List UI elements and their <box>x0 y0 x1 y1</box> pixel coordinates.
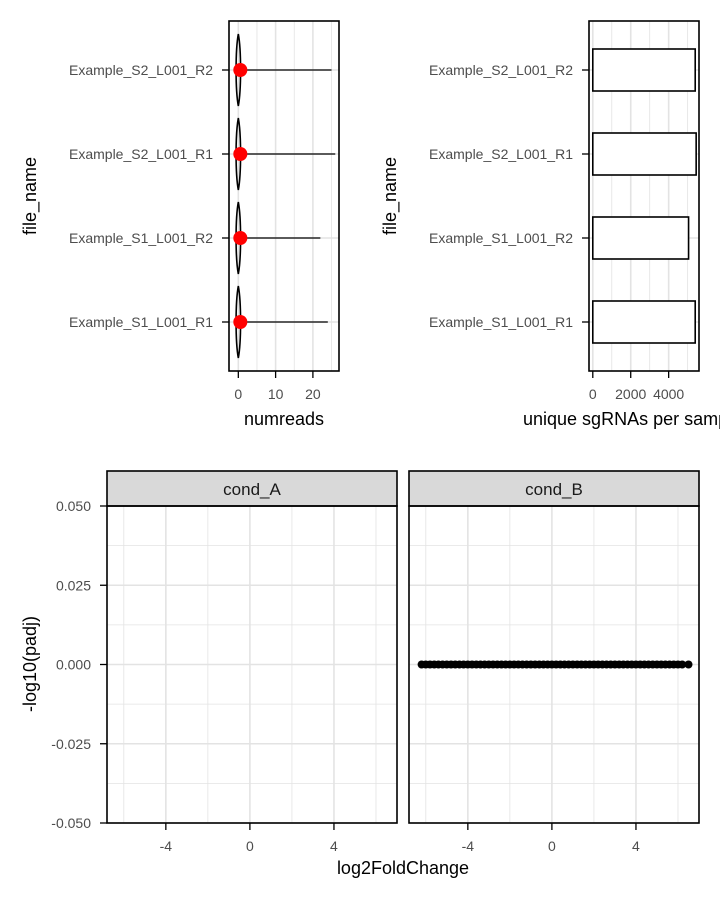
median-point <box>233 315 248 329</box>
sgrna-bars <box>591 48 697 344</box>
volcano-y-ticks: 0.050 0.025 0.000 -0.025 -0.050 <box>51 498 107 831</box>
bar <box>591 48 697 92</box>
bar <box>591 300 697 344</box>
sgrna-x-ticks: 0 2000 4000 <box>589 371 684 402</box>
data-point <box>678 660 687 669</box>
y-tick-label: Example_S2_L001_R1 <box>429 146 573 162</box>
volcano-panel: cond_A -4 0 4 cond_B -4 0 4 0.050 0.025 0.000 -0.… <box>20 470 700 878</box>
y-tick-label: -0.050 <box>51 815 91 831</box>
numreads-grid <box>229 21 339 371</box>
data-point <box>684 660 693 669</box>
facet-cond-b: cond_B -4 0 4 <box>408 470 700 854</box>
facet-strip-label: cond_A <box>223 480 281 499</box>
x-tick-label: 0 <box>246 838 254 854</box>
y-tick-label: -0.025 <box>51 736 91 752</box>
numreads-panel-border <box>228 20 340 372</box>
y-tick-label: 0.000 <box>56 657 91 673</box>
volcano-y-axis-title: -log10(padj) <box>20 616 40 712</box>
numreads-panel: Example_S2_L001_R2 Example_S2_L001_R1 Exam… <box>20 20 340 429</box>
y-tick-label: Example_S1_L001_R1 <box>429 314 573 330</box>
x-tick-label: 20 <box>305 386 321 402</box>
x-tick-label: 10 <box>268 386 284 402</box>
facet-strip <box>408 470 700 507</box>
volcano-x-axis-title: log2FoldChange <box>337 858 469 878</box>
numreads-y-ticks: Example_S2_L001_R2 Example_S2_L001_R1 Exam… <box>69 62 229 330</box>
median-point <box>233 147 248 161</box>
y-tick-label: 0.050 <box>56 498 91 514</box>
numreads-x-ticks: 0 10 20 <box>234 371 321 402</box>
violin-shape <box>235 117 242 191</box>
y-tick-label: Example_S2_L001_R2 <box>429 62 573 78</box>
y-tick-label: 0.025 <box>56 577 91 593</box>
x-tick-label: 4 <box>632 838 640 854</box>
x-tick-label: 4 <box>330 838 338 854</box>
numreads-x-axis-title: numreads <box>244 409 324 429</box>
x-tick-label: 0 <box>234 386 242 402</box>
violin-shape <box>235 33 242 107</box>
violin-shape <box>235 201 242 275</box>
x-tick-label: 0 <box>548 838 556 854</box>
y-tick-label: Example_S1_L001_R1 <box>69 314 213 330</box>
x-tick-label: 2000 <box>615 386 646 402</box>
sgrna-panel-border <box>588 20 700 372</box>
facet-border <box>408 505 700 824</box>
y-tick-label: Example_S2_L001_R2 <box>69 62 213 78</box>
x-tick-label: 0 <box>589 386 597 402</box>
y-tick-label: Example_S1_L001_R2 <box>429 230 573 246</box>
facet-strip-label: cond_B <box>525 480 583 499</box>
median-point <box>233 231 248 245</box>
sgrna-y-ticks: Example_S2_L001_R2 Example_S2_L001_R1 Exam… <box>429 62 589 330</box>
sgrna-panel: Example_S2_L001_R2 Example_S2_L001_R1 Exam… <box>380 20 720 429</box>
y-tick-label: Example_S1_L001_R2 <box>69 230 213 246</box>
facet-cond-a: cond_A -4 0 4 <box>106 470 398 854</box>
sgrna-y-axis-title: file_name <box>380 157 401 235</box>
x-tick-label: 4000 <box>653 386 684 402</box>
bar <box>591 216 690 260</box>
bar <box>591 132 697 176</box>
violin-shape <box>235 285 242 359</box>
numreads-marks <box>233 33 336 359</box>
x-tick-label: -4 <box>462 838 475 854</box>
sgrna-x-axis-title: unique sgRNAs per sample <box>523 409 720 429</box>
y-tick-label: Example_S2_L001_R1 <box>69 146 213 162</box>
numreads-y-axis-title: file_name <box>20 157 41 235</box>
x-tick-label: -4 <box>160 838 173 854</box>
median-point <box>233 63 248 77</box>
